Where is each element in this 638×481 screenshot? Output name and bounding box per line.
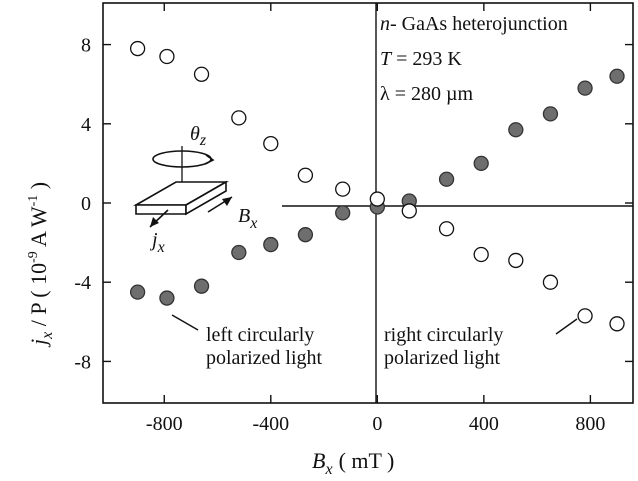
y-tick-label: 4 <box>81 114 91 136</box>
y-axis-title: jx / P ( 10-9 A W-1 ) <box>26 182 56 348</box>
inset-theta-label: θz <box>190 123 207 149</box>
b-field-arrow-icon <box>222 197 232 206</box>
data-points <box>129 40 625 332</box>
open-data-point <box>193 66 210 82</box>
filled-data-point <box>508 122 524 138</box>
inset-j-label: jx <box>149 229 165 256</box>
sample-inset: θz Bx jx <box>133 123 257 256</box>
open-data-point <box>159 48 175 65</box>
x-axis-title-sub: x <box>324 461 332 478</box>
left-annotation-line-2: polarized light <box>206 347 323 369</box>
y-axis-title-unit-exp: -1 <box>26 195 41 207</box>
y-axis-title-unit: A W <box>26 206 51 251</box>
filled-data-point <box>297 227 314 243</box>
info-line-2-rest: = 293 K <box>391 48 462 70</box>
x-tick-label: 400 <box>469 413 499 435</box>
filled-data-point <box>129 284 146 300</box>
inset-b-symbol: B <box>238 205 250 227</box>
open-data-point <box>508 252 524 269</box>
open-data-point <box>369 191 385 207</box>
current-arrow-icon <box>150 217 159 227</box>
right-annotation-line-2: polarized light <box>384 347 501 369</box>
left-annotation-leader <box>171 314 199 331</box>
y-axis-title-sub: x <box>39 332 56 340</box>
filled-data-point <box>473 155 489 172</box>
info-line-2: T = 293 K <box>380 48 462 70</box>
inset-theta-symbol: θ <box>190 123 200 145</box>
open-data-point <box>129 40 146 57</box>
filled-data-point <box>231 244 247 261</box>
x-tick-label: -400 <box>252 413 289 435</box>
info-line-3: λ = 280 µm <box>380 83 474 105</box>
filled-data-point <box>609 68 625 84</box>
sample-side-face <box>185 180 227 216</box>
filled-data-point <box>193 278 210 294</box>
x-axis-title: Bx ( mT ) <box>312 448 394 478</box>
filled-data-point <box>577 80 593 96</box>
left-annotation-line-1: left circularly <box>206 324 314 346</box>
filled-data-point <box>438 171 455 187</box>
x-tick-label: -800 <box>146 413 183 435</box>
open-data-point <box>263 135 279 152</box>
inset-j-sub: x <box>157 239 165 256</box>
info-line-1-rest: - GaAs heterojunction <box>390 13 568 35</box>
x-tick-label: 0 <box>372 413 382 435</box>
right-annotation-line-1: right circularly <box>384 324 503 346</box>
y-tick-label: -4 <box>74 272 91 294</box>
inset-b-label: Bx <box>238 205 257 232</box>
x-axis-title-main: B <box>312 448 325 473</box>
y-axis-title-rest: / P ( 10 <box>26 263 51 332</box>
open-data-point <box>438 221 455 237</box>
inset-theta-sub: z <box>199 132 207 149</box>
info-line-2-italic: T <box>380 48 393 70</box>
open-data-point <box>609 316 625 332</box>
tick-labels: -800 -400 0 400 800 8 4 0 -4 -8 <box>74 35 605 435</box>
rotation-arrow-icon <box>204 154 215 165</box>
y-tick-label: 0 <box>81 193 91 215</box>
y-tick-label: 8 <box>81 35 91 57</box>
inset-b-sub: x <box>249 215 257 232</box>
filled-data-point <box>335 205 351 221</box>
info-line-1: n- GaAs heterojunction <box>380 13 568 35</box>
x-axis-title-unit: ( mT ) <box>339 448 395 473</box>
open-data-point <box>297 167 314 183</box>
open-data-point <box>577 308 593 324</box>
y-axis-title-exp: -9 <box>26 251 41 263</box>
inset-j-symbol: j <box>149 229 158 251</box>
right-annotation-leader <box>555 318 578 335</box>
x-tick-label: 800 <box>575 413 605 435</box>
y-axis-title-close: ) <box>26 182 51 195</box>
open-data-point <box>401 203 417 219</box>
filled-data-point <box>159 290 175 306</box>
filled-data-point <box>263 236 279 253</box>
open-data-point <box>335 181 351 197</box>
y-tick-label: -8 <box>74 351 91 373</box>
open-data-point <box>473 246 489 263</box>
open-data-point <box>542 274 559 290</box>
y-axis-title-main: j <box>26 339 51 348</box>
sample-front-face <box>135 204 187 215</box>
info-line-1-italic: n <box>380 13 390 35</box>
filled-data-point <box>542 106 559 122</box>
open-data-point <box>231 110 247 126</box>
tick-marks <box>103 3 633 403</box>
